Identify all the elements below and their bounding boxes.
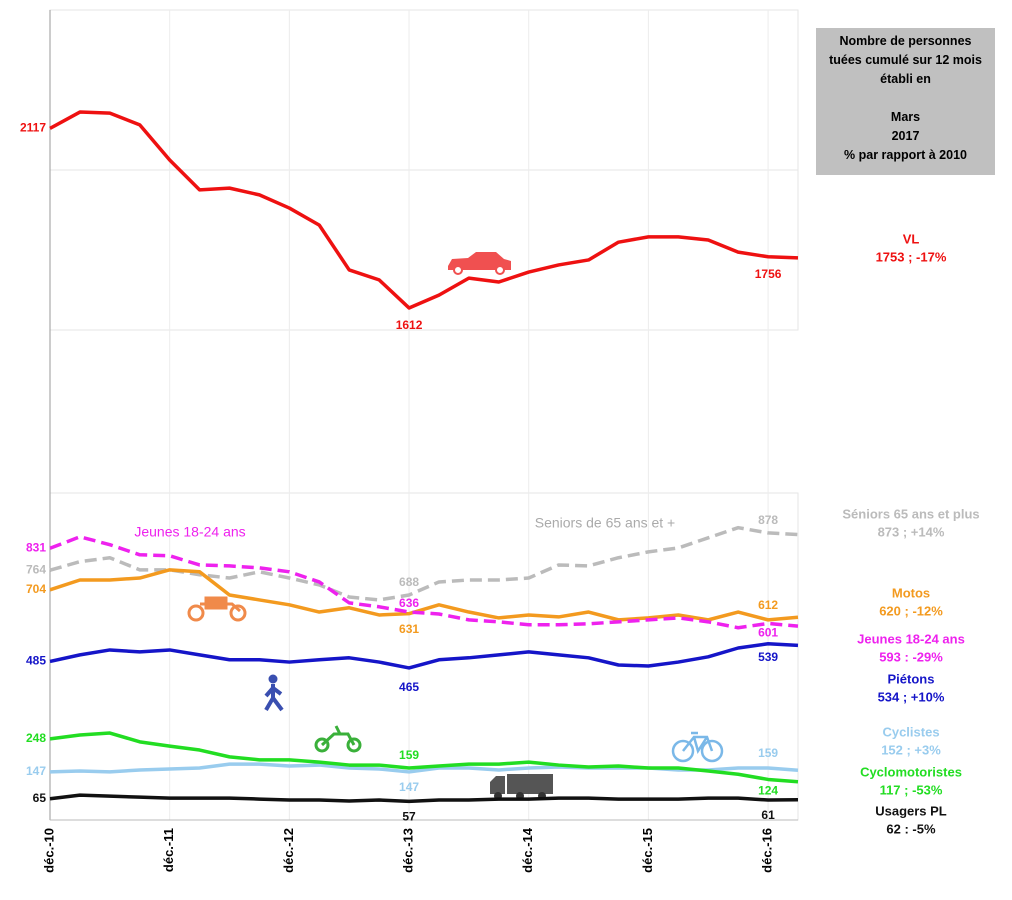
value-label: 57 bbox=[402, 810, 416, 824]
value-label: 631 bbox=[399, 622, 419, 636]
value-label: 147 bbox=[26, 764, 46, 778]
x-tick-label: déc.-14 bbox=[520, 827, 535, 873]
x-tick-label: déc.-16 bbox=[760, 828, 775, 873]
legend-name: Séniors 65 ans et plus bbox=[842, 506, 979, 521]
legend-name: Motos bbox=[892, 585, 930, 600]
box-text: % par rapport à 2010 bbox=[844, 148, 967, 162]
value-label: 485 bbox=[26, 654, 46, 668]
value-label: 601 bbox=[758, 626, 778, 640]
series-line bbox=[49, 568, 799, 622]
x-tick-label: déc.-11 bbox=[161, 828, 176, 872]
value-label: 2117 bbox=[20, 121, 46, 135]
legend-name: Jeunes 18-24 ans bbox=[857, 631, 965, 646]
x-tick-label: déc.-12 bbox=[281, 828, 296, 873]
legend-summary: 152 ; +3% bbox=[881, 742, 941, 757]
legend-summary: 1753 ; -17% bbox=[876, 249, 947, 264]
legend-summary: 62 : -5% bbox=[886, 821, 936, 836]
value-label: 688 bbox=[399, 575, 419, 589]
value-label: 465 bbox=[399, 680, 419, 694]
legend-summary: 534 ; +10% bbox=[878, 689, 945, 704]
value-label: 65 bbox=[33, 791, 47, 805]
value-label: 159 bbox=[758, 746, 778, 760]
legend-summary: 593 : -29% bbox=[879, 649, 943, 664]
value-label: 1612 bbox=[396, 318, 423, 332]
series-line bbox=[49, 731, 799, 784]
value-label: 878 bbox=[758, 513, 778, 527]
pedestrian-icon bbox=[264, 674, 284, 712]
value-label: 248 bbox=[26, 731, 46, 745]
value-label: 612 bbox=[758, 598, 778, 612]
legend-name: Cyclomotoristes bbox=[860, 764, 962, 779]
legend-summary: 117 ; -53% bbox=[880, 782, 943, 797]
x-tick-label: déc.-10 bbox=[41, 828, 56, 873]
series-line bbox=[49, 110, 799, 310]
series-line bbox=[49, 793, 799, 804]
value-label: 704 bbox=[26, 582, 46, 596]
value-label: 147 bbox=[399, 780, 419, 794]
value-label: 539 bbox=[758, 650, 778, 664]
value-label: 124 bbox=[758, 784, 778, 798]
info-box: Nombre de personnes tuées cumulé sur 12 … bbox=[816, 28, 995, 175]
series-line bbox=[49, 641, 799, 670]
legend-summary: 873 ; +14% bbox=[878, 524, 945, 539]
legend-name: Usagers PL bbox=[875, 803, 947, 818]
car-icon bbox=[448, 252, 511, 275]
frame bbox=[49, 9, 799, 821]
moped-icon bbox=[314, 725, 362, 753]
box-text: 2017 bbox=[891, 129, 920, 143]
legend-name: Cyclistes bbox=[882, 724, 939, 739]
value-label: 1756 bbox=[755, 267, 782, 281]
value-label: 764 bbox=[26, 562, 46, 576]
series-line bbox=[49, 535, 799, 630]
value-label: 159 bbox=[399, 748, 419, 762]
bicycle-icon bbox=[671, 731, 724, 763]
motorbike-icon bbox=[187, 596, 247, 622]
legend-name: VL bbox=[903, 231, 920, 246]
legend-summary: 620 ; -12% bbox=[879, 603, 943, 618]
value-label: 636 bbox=[399, 596, 419, 610]
annotation: Seniors de 65 ans et + bbox=[535, 515, 676, 531]
x-tick-label: déc.-15 bbox=[640, 828, 655, 873]
value-label: 831 bbox=[26, 540, 46, 554]
annotation: Jeunes 18-24 ans bbox=[134, 524, 245, 540]
box-text: Nombre de personnes tuées cumulé sur 12 … bbox=[829, 34, 982, 86]
x-tick-label: déc.-13 bbox=[400, 828, 415, 873]
box-text: Mars bbox=[890, 110, 921, 124]
legend-name: Piétons bbox=[888, 671, 935, 686]
box-spacer bbox=[822, 89, 989, 108]
value-label: 61 bbox=[761, 808, 775, 822]
truck-icon bbox=[490, 774, 553, 800]
